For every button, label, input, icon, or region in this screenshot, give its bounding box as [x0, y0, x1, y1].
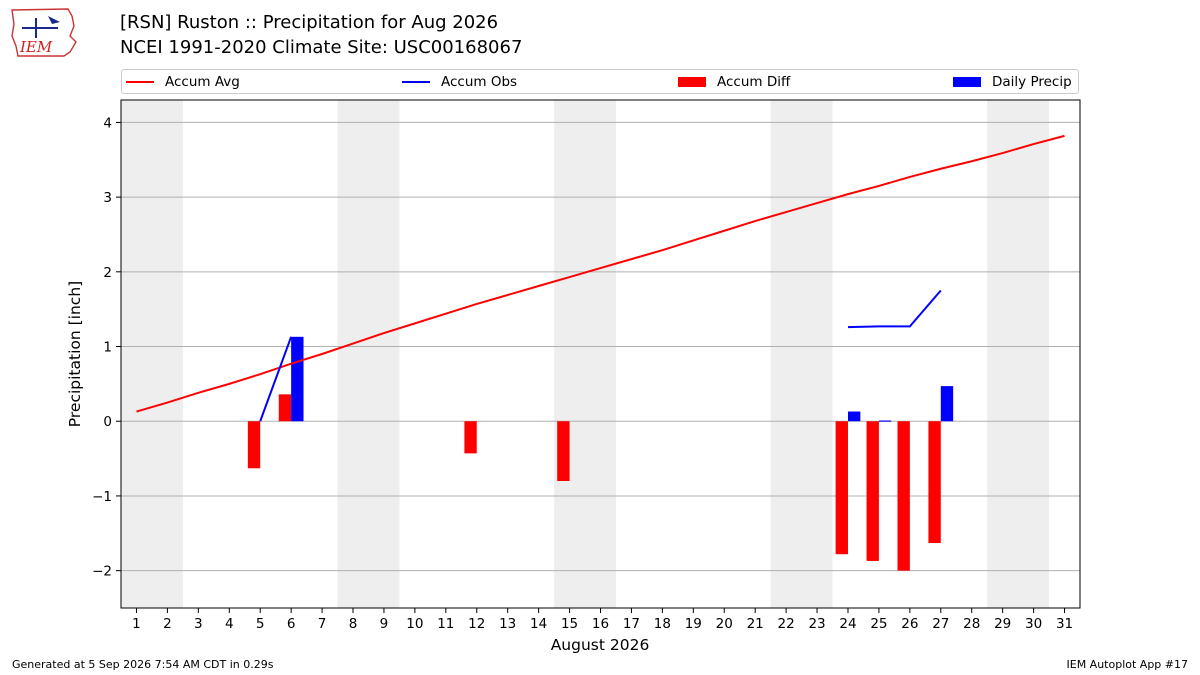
- x-tick-label: 11: [437, 616, 454, 632]
- x-tick-label: 15: [561, 616, 578, 632]
- y-tick-label: 0: [103, 414, 112, 430]
- chart-title: [RSN] Ruston :: Precipitation for Aug 20…: [120, 12, 499, 33]
- accum-diff-bar: [247, 421, 261, 469]
- legend-label-daily-precip: Daily Precip: [992, 73, 1072, 90]
- y-axis-label: Precipitation [inch]: [66, 281, 84, 427]
- x-tick-label: 3: [194, 616, 203, 632]
- x-tick-label: 8: [349, 616, 358, 632]
- x-tick-label: 30: [1025, 616, 1042, 632]
- accum-diff-bar: [835, 421, 848, 555]
- x-tick-label: 27: [932, 616, 949, 632]
- accum-avg-line: [136, 134, 1065, 413]
- x-tick-label: 21: [747, 616, 764, 632]
- x-tick-label: 9: [380, 616, 389, 632]
- x-tick-label: 22: [778, 616, 795, 632]
- x-tick-label: 31: [1056, 616, 1073, 632]
- legend-swatch-accum-avg: [126, 80, 154, 83]
- legend-item-accum-obs: Accum Obs: [402, 70, 517, 93]
- x-tick-label: 1: [132, 616, 141, 632]
- daily-precip-bar: [291, 336, 304, 422]
- legend-swatch-accum-diff: [678, 76, 706, 87]
- accum-obs-line-segment-2: [847, 289, 942, 329]
- y-tick-label: −1: [92, 489, 112, 505]
- accum-diff-bar: [928, 421, 941, 544]
- daily-precip-bar: [878, 420, 892, 422]
- svg-text:IEM: IEM: [19, 38, 53, 56]
- weekend-band-2: [337, 100, 400, 608]
- x-tick-label: 2: [163, 616, 172, 632]
- accum-diff-bar: [557, 421, 570, 481]
- weekend-band-1: [121, 100, 183, 608]
- legend-item-accum-avg: Accum Avg: [126, 70, 240, 93]
- legend-item-accum-diff: Accum Diff: [678, 70, 790, 93]
- daily-precip-bar: [940, 386, 954, 422]
- x-tick-label: 29: [994, 616, 1011, 632]
- x-tick-label: 28: [963, 616, 980, 632]
- x-tick-label: 12: [468, 616, 485, 632]
- x-tick-label: 4: [225, 616, 234, 632]
- accum-obs-line-segment-1: [259, 336, 293, 422]
- x-tick-label: 7: [318, 616, 327, 632]
- x-tick-label: 24: [839, 616, 856, 632]
- y-tick-label: 2: [103, 265, 112, 281]
- x-tick-label: 16: [592, 616, 609, 632]
- y-tick-label: 4: [103, 115, 112, 131]
- iem-logo: IEM: [11, 8, 77, 57]
- x-tick-label: 5: [256, 616, 265, 632]
- x-tick-label: 10: [406, 616, 423, 632]
- accum-diff-bar: [866, 421, 879, 561]
- accum-diff-bar: [464, 421, 477, 454]
- y-tick-label: 3: [103, 190, 112, 206]
- x-tick-label: 25: [870, 616, 887, 632]
- legend-label-accum-avg: Accum Avg: [165, 73, 240, 90]
- y-tick-label: −2: [92, 564, 112, 580]
- legend-swatch-accum-obs: [402, 80, 430, 83]
- weekend-band-4: [770, 100, 833, 608]
- footer-app: IEM Autoplot App #17: [1066, 658, 1189, 671]
- chart-subtitle: NCEI 1991-2020 Climate Site: USC00168067: [120, 37, 523, 58]
- legend-label-accum-diff: Accum Diff: [717, 73, 791, 90]
- x-axis-label: August 2026: [551, 636, 650, 654]
- x-tick-label: 14: [530, 616, 547, 632]
- legend: Accum Avg Accum Obs Accum Diff Daily Pre…: [121, 69, 1079, 94]
- x-tick-label: 17: [623, 616, 640, 632]
- x-tick-label: 23: [808, 616, 825, 632]
- weekend-band-3: [554, 100, 616, 608]
- x-tick-label: 13: [499, 616, 516, 632]
- accum-diff-bar: [278, 394, 292, 422]
- footer-generated: Generated at 5 Sep 2026 7:54 AM CDT in 0…: [12, 658, 274, 671]
- legend-item-daily-precip: Daily Precip: [953, 70, 1072, 93]
- legend-label-accum-obs: Accum Obs: [441, 73, 518, 90]
- x-tick-label: 19: [685, 616, 702, 632]
- daily-precip-bar: [847, 411, 861, 422]
- x-tick-label: 6: [287, 616, 296, 632]
- weekend-band-5: [987, 100, 1050, 608]
- x-tick-label: 18: [654, 616, 671, 632]
- x-tick-label: 20: [716, 616, 733, 632]
- y-tick-label: 1: [103, 340, 112, 356]
- x-tick-label: 26: [901, 616, 918, 632]
- accum-diff-bar: [897, 421, 910, 571]
- legend-swatch-daily-precip: [953, 76, 981, 87]
